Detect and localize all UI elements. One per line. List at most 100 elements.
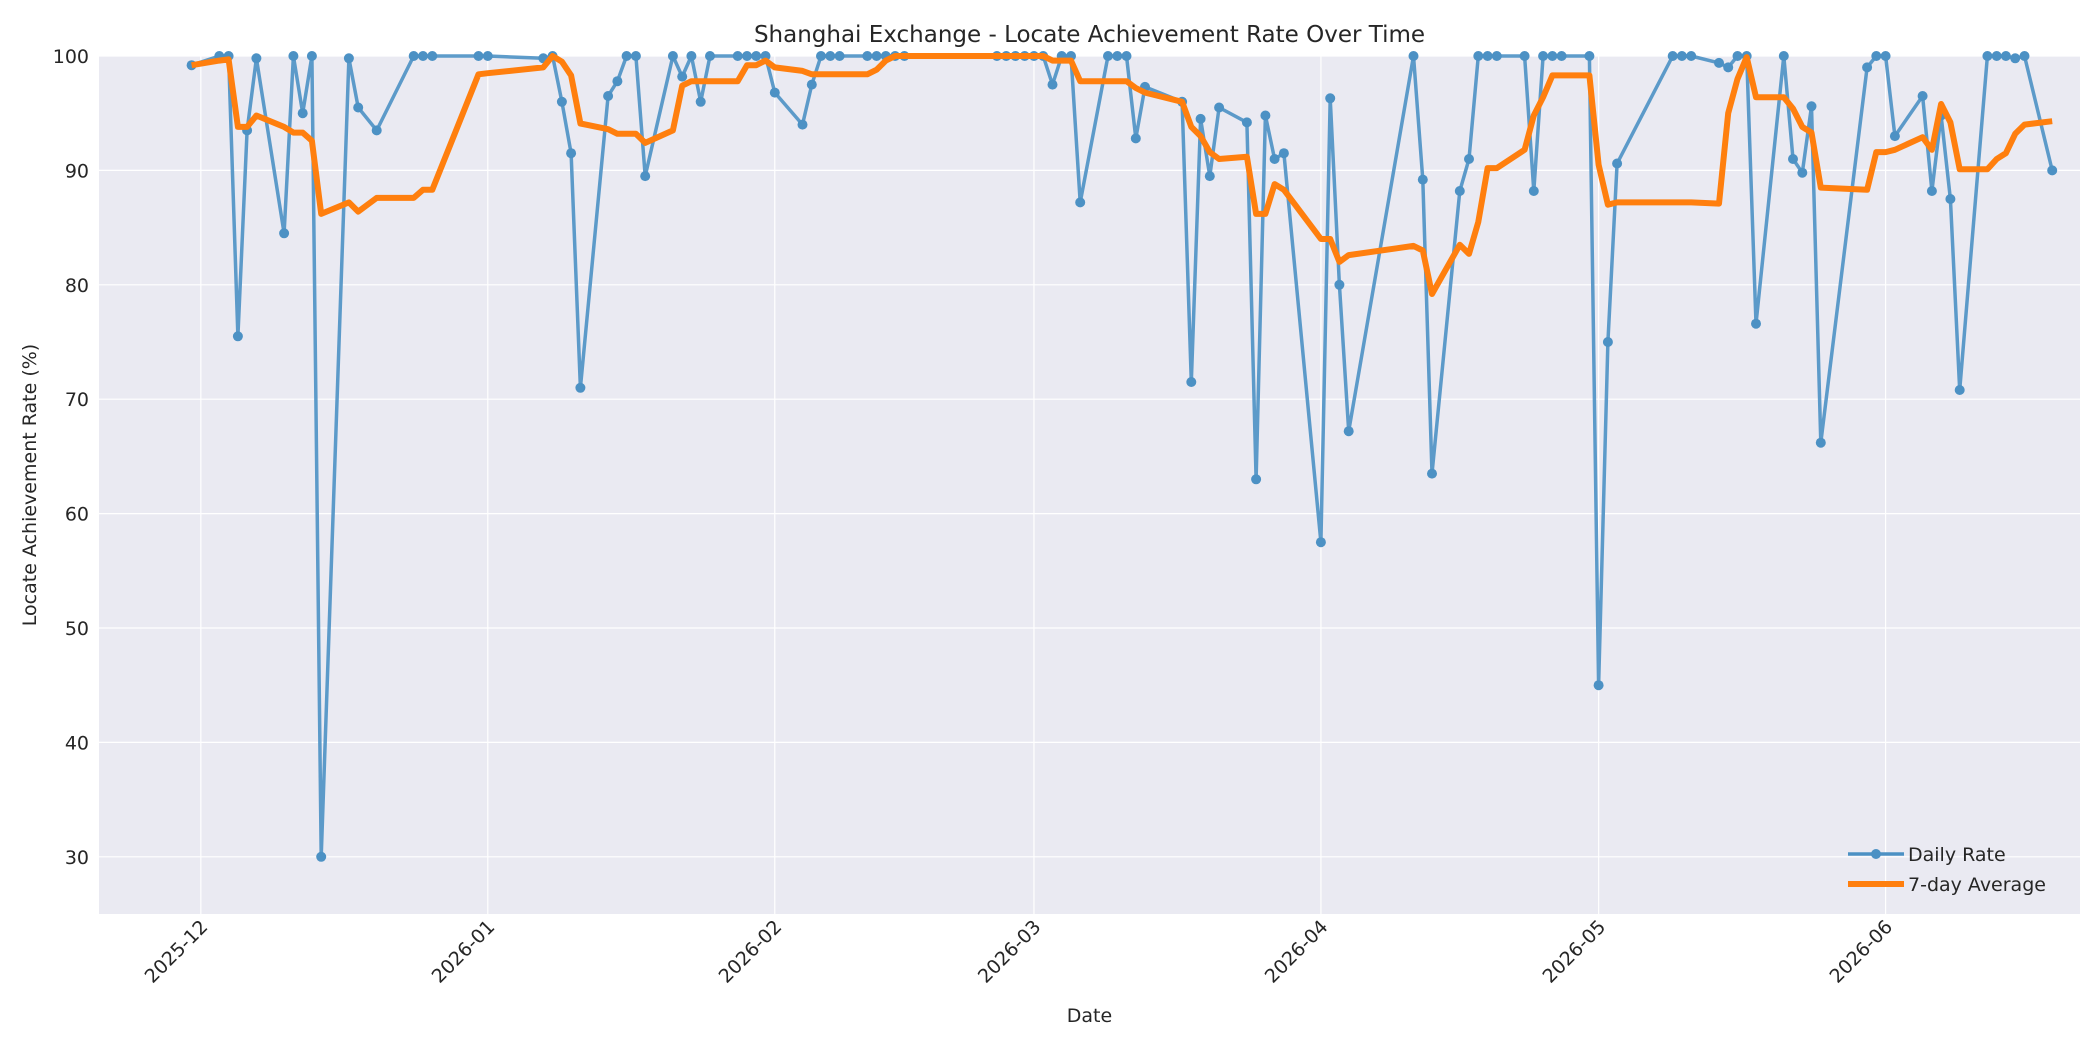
data-point [732, 51, 743, 61]
data-point [751, 51, 762, 61]
data-point [2047, 165, 2058, 176]
data-point [1538, 51, 1549, 61]
y-tick-label: 70 [65, 389, 89, 411]
data-point [316, 851, 327, 862]
data-point [677, 71, 688, 82]
data-point [1417, 174, 1428, 185]
data-point [742, 51, 752, 61]
data-point [825, 51, 836, 61]
data-point [566, 148, 577, 159]
data-point [612, 76, 623, 87]
data-point [1778, 51, 1789, 61]
data-point [1945, 194, 1956, 204]
data-point [353, 102, 364, 113]
data-point [640, 171, 651, 182]
data-point [1519, 51, 1530, 61]
data-point [297, 108, 308, 119]
data-point [251, 53, 262, 64]
data-point [2000, 51, 2011, 61]
y-axis-label: Locate Achievement Rate (%) [19, 344, 41, 626]
legend-item: 7-day Average [1848, 874, 2046, 896]
data-point [1926, 186, 1937, 196]
data-point [695, 96, 706, 107]
data-point [418, 51, 428, 61]
data-point [1723, 62, 1734, 73]
data-point [871, 51, 882, 61]
legend-item: Daily Rate [1848, 844, 2006, 866]
data-point [1075, 197, 1086, 208]
legend-marker [1871, 849, 1881, 859]
data-point [306, 51, 317, 61]
data-point [1862, 62, 1873, 73]
data-point [1584, 51, 1595, 61]
data-point [1491, 51, 1502, 61]
data-point [806, 79, 817, 90]
data-point [1343, 426, 1354, 437]
data-point [556, 96, 567, 107]
legend-label: Daily Rate [1908, 844, 2006, 866]
data-point [1676, 51, 1687, 61]
data-point [1602, 337, 1613, 347]
y-axis: 30 40 50 60 70 80 90 100 [53, 46, 89, 869]
data-point [371, 125, 382, 136]
data-point [1325, 93, 1336, 104]
data-point [2010, 53, 2021, 64]
data-point [1195, 113, 1206, 124]
y-tick-label: 40 [65, 732, 89, 754]
data-point [1612, 158, 1623, 169]
data-point [816, 51, 826, 61]
data-point [1214, 102, 1225, 113]
data-point [427, 51, 438, 61]
data-point [1871, 51, 1882, 61]
data-point [1186, 377, 1197, 387]
data-point [1260, 110, 1271, 121]
data-point [686, 51, 697, 61]
data-point [1556, 51, 1567, 61]
data-point [1241, 117, 1252, 128]
data-point [1982, 51, 1993, 61]
data-point [1121, 51, 1132, 61]
data-point [1130, 133, 1141, 144]
data-point [1889, 131, 1900, 142]
data-point [769, 87, 780, 98]
data-point [343, 53, 354, 64]
series-line [191, 53, 2053, 297]
data-point [603, 91, 614, 101]
data-point [705, 51, 715, 61]
data-point [1593, 680, 1604, 691]
data-point [1528, 186, 1539, 196]
data-point [1269, 154, 1280, 164]
data-point [862, 51, 873, 61]
data-point [1112, 51, 1123, 61]
y-tick-label: 100 [53, 46, 89, 68]
data-point [1278, 148, 1289, 159]
data-point [1732, 51, 1743, 61]
data-point [1427, 468, 1437, 479]
data-point [1751, 318, 1761, 329]
data-point [1408, 51, 1419, 61]
data-point [2019, 51, 2030, 61]
data-point [288, 51, 299, 61]
data-point [667, 51, 678, 61]
data-point [1714, 57, 1724, 68]
data-point [1047, 79, 1058, 90]
y-tick-label: 60 [65, 504, 89, 526]
data-point [1315, 537, 1326, 548]
data-point [621, 51, 632, 61]
data-point [1815, 437, 1826, 448]
data-point [1797, 167, 1808, 178]
data-point [1686, 51, 1697, 61]
data-point [1103, 51, 1113, 61]
legend-label: 7-day Average [1908, 874, 2046, 896]
y-tick-label: 90 [65, 160, 89, 182]
data-point [1204, 171, 1215, 182]
x-axis-label: Date [1067, 1005, 1112, 1027]
y-tick-label: 50 [65, 618, 89, 640]
y-tick-label: 80 [65, 275, 89, 297]
data-point [1473, 51, 1484, 61]
series-rolling-average [191, 53, 2053, 297]
data-point [1482, 51, 1493, 61]
data-point [1547, 51, 1558, 61]
data-point [1667, 51, 1678, 61]
data-point [1806, 101, 1817, 112]
